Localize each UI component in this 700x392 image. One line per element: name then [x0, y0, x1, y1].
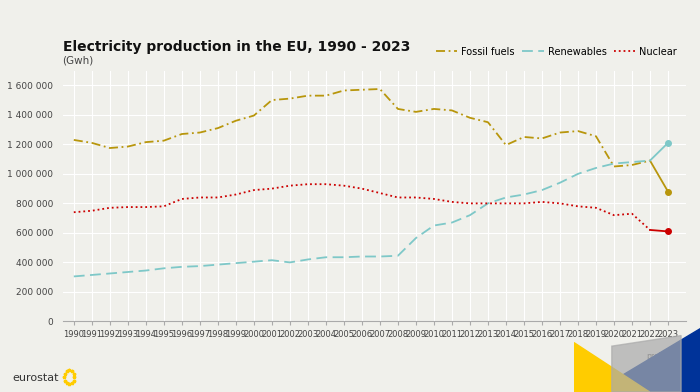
Legend: Fossil fuels, Renewables, Nuclear: Fossil fuels, Renewables, Nuclear [432, 43, 681, 61]
Text: (Gwh): (Gwh) [62, 56, 94, 65]
Polygon shape [612, 336, 681, 392]
Text: eurostat: eurostat [13, 373, 59, 383]
Polygon shape [593, 328, 700, 392]
Text: preliminary: preliminary [646, 352, 690, 361]
Text: Electricity production in the EU, 1990 - 2023: Electricity production in the EU, 1990 -… [63, 40, 410, 54]
Polygon shape [574, 343, 650, 392]
